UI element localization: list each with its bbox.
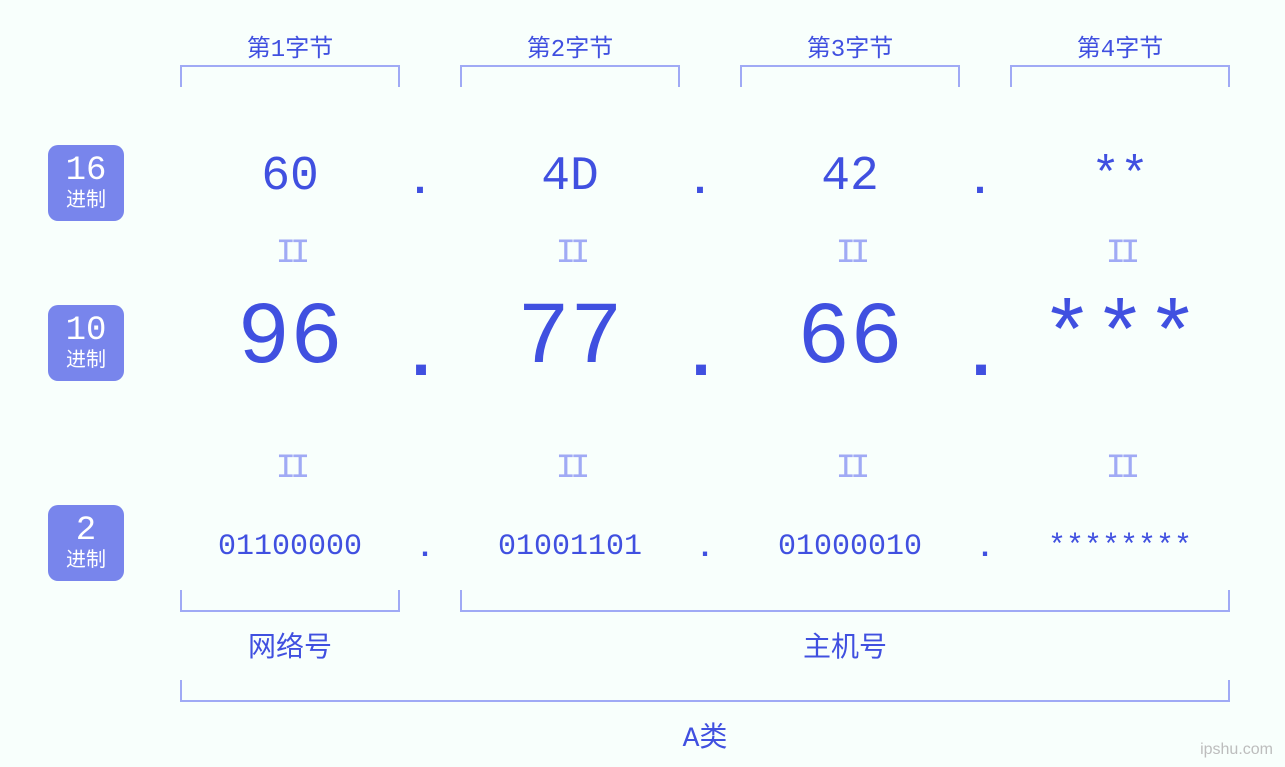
bin-dot-3: . <box>970 532 1000 566</box>
bracket-host <box>460 590 1230 612</box>
bin-byte-4: ******** <box>1000 530 1240 564</box>
eq-2-3: II <box>830 450 870 488</box>
label-class: A类 <box>180 715 1230 755</box>
badge-dec-num: 10 <box>66 313 107 350</box>
byte-label-1: 第1字节 <box>180 28 400 64</box>
dec-byte-3: 66 <box>740 290 960 389</box>
bracket-class <box>180 680 1230 702</box>
dec-dot-3: . <box>960 318 1000 397</box>
hex-dot-1: . <box>400 158 440 206</box>
eq-2-2: II <box>550 450 590 488</box>
label-network: 网络号 <box>180 625 400 665</box>
badge-bin: 2 进制 <box>48 505 124 581</box>
badge-bin-txt: 进制 <box>66 551 106 573</box>
dec-dot-1: . <box>400 318 440 397</box>
bin-byte-1: 01100000 <box>170 530 410 564</box>
eq-1-2: II <box>550 235 590 273</box>
byte-label-4: 第4字节 <box>1010 28 1230 64</box>
badge-hex: 16 进制 <box>48 145 124 221</box>
bin-byte-2: 01001101 <box>450 530 690 564</box>
byte-label-2: 第2字节 <box>460 28 680 64</box>
hex-byte-1: 60 <box>180 150 400 204</box>
eq-1-3: II <box>830 235 870 273</box>
dec-byte-1: 96 <box>180 290 400 389</box>
top-bracket-2 <box>460 65 680 87</box>
eq-1-4: II <box>1100 235 1140 273</box>
badge-bin-num: 2 <box>76 513 96 550</box>
top-bracket-1 <box>180 65 400 87</box>
bin-dot-2: . <box>690 532 720 566</box>
hex-byte-2: 4D <box>460 150 680 204</box>
hex-dot-2: . <box>680 158 720 206</box>
badge-hex-txt: 进制 <box>66 191 106 213</box>
top-bracket-4 <box>1010 65 1230 87</box>
bin-byte-3: 01000010 <box>730 530 970 564</box>
label-host: 主机号 <box>460 625 1230 665</box>
badge-dec: 10 进制 <box>48 305 124 381</box>
hex-dot-3: . <box>960 158 1000 206</box>
badge-hex-num: 16 <box>66 153 107 190</box>
hex-byte-4: ** <box>1010 150 1230 204</box>
watermark: ipshu.com <box>1200 741 1273 759</box>
dec-dot-2: . <box>680 318 720 397</box>
hex-byte-3: 42 <box>740 150 960 204</box>
bin-dot-1: . <box>410 532 440 566</box>
badge-dec-txt: 进制 <box>66 351 106 373</box>
eq-1-1: II <box>270 235 310 273</box>
dec-byte-2: 77 <box>460 290 680 389</box>
top-bracket-3 <box>740 65 960 87</box>
eq-2-1: II <box>270 450 310 488</box>
bracket-network <box>180 590 400 612</box>
dec-byte-4: *** <box>1010 290 1230 389</box>
eq-2-4: II <box>1100 450 1140 488</box>
byte-label-3: 第3字节 <box>740 28 960 64</box>
ip-diagram: 第1字节 第2字节 第3字节 第4字节 16 进制 10 进制 2 进制 60 … <box>0 0 1285 767</box>
